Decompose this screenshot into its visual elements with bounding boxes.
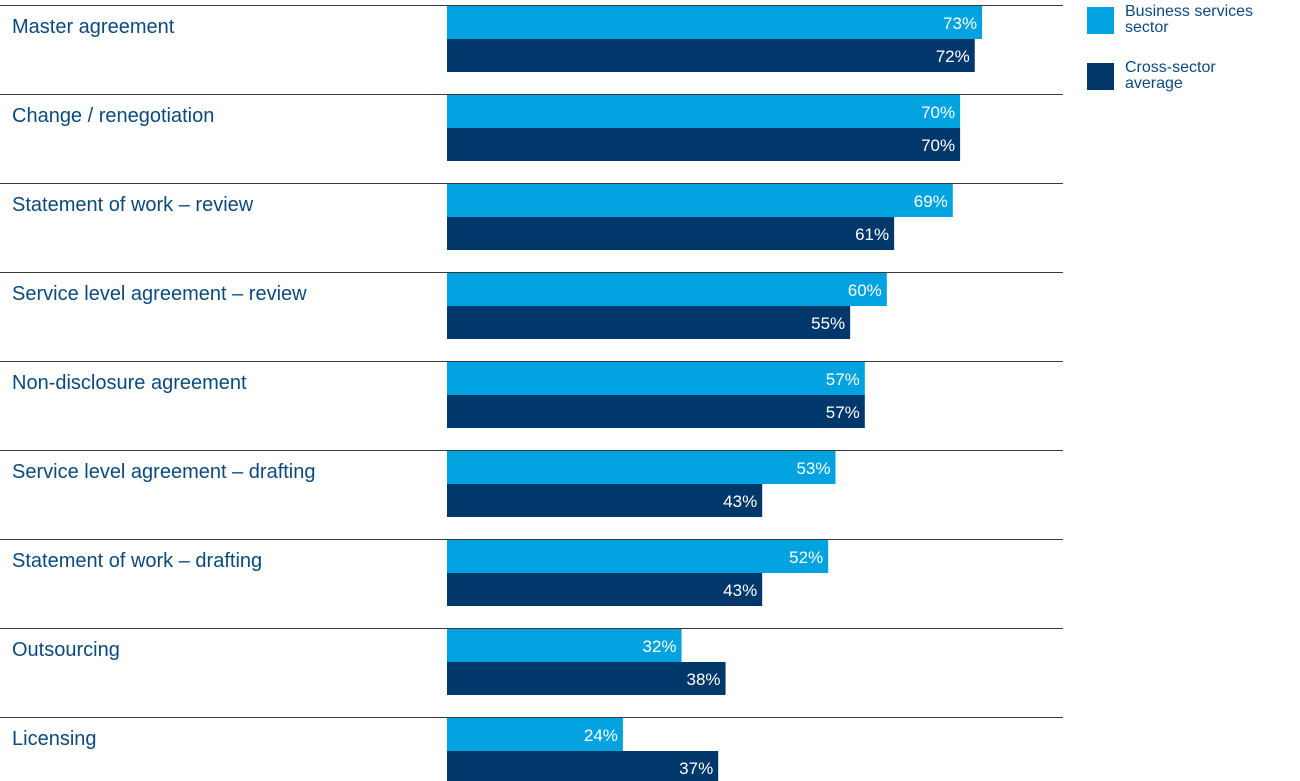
category-label-change-renegotiation: Change / renegotiation [12,105,214,127]
bar-non-disclosure-agreement-business-services [447,362,865,395]
bar-service-level-agreement-review-cross-sector [447,306,850,339]
category-label-service-level-agreement-review: Service level agreement – review [12,283,307,305]
bar-service-level-agreement-review-business-services [447,273,887,306]
value-label-change-renegotiation-cross-sector: 70% [921,136,955,155]
bar-master-agreement-business-services [447,6,982,39]
legend-label-business-services: Business services sector [1125,4,1295,36]
value-label-non-disclosure-agreement-cross-sector: 57% [826,403,860,422]
bar-statement-of-work-review-cross-sector [447,217,894,250]
bar-licensing-cross-sector [447,751,718,781]
legend-label-line: sector [1125,20,1295,36]
legend-swatch-business-services [1087,7,1114,34]
value-label-master-agreement-business-services: 73% [943,14,977,33]
bar-service-level-agreement-drafting-business-services [447,451,835,484]
category-label-non-disclosure-agreement: Non-disclosure agreement [12,372,247,394]
value-label-service-level-agreement-review-cross-sector: 55% [811,314,845,333]
bar-change-renegotiation-business-services [447,95,960,128]
value-label-licensing-business-services: 24% [584,726,618,745]
value-label-service-level-agreement-review-business-services: 60% [848,281,882,300]
value-label-outsourcing-cross-sector: 38% [687,670,721,689]
value-label-service-level-agreement-drafting-cross-sector: 43% [723,492,757,511]
value-label-service-level-agreement-drafting-business-services: 53% [796,459,830,478]
bar-service-level-agreement-drafting-cross-sector [447,484,762,517]
category-label-statement-of-work-review: Statement of work – review [12,194,254,216]
value-label-statement-of-work-review-business-services: 69% [914,192,948,211]
legend-label-line: average [1125,76,1295,92]
value-label-statement-of-work-drafting-business-services: 52% [789,548,823,567]
category-label-licensing: Licensing [12,728,97,750]
bar-statement-of-work-review-business-services [447,184,953,217]
value-label-statement-of-work-drafting-cross-sector: 43% [723,581,757,600]
legend-swatch-cross-sector [1087,63,1114,90]
legend-item-business-services: Business services sector [1087,4,1297,60]
value-label-licensing-cross-sector: 37% [679,759,713,778]
bar-master-agreement-cross-sector [447,39,975,72]
legend-item-cross-sector: Cross-sector average [1087,60,1297,116]
value-label-change-renegotiation-business-services: 70% [921,103,955,122]
bar-statement-of-work-drafting-cross-sector [447,573,762,606]
legend-label-cross-sector: Cross-sector average [1125,60,1295,92]
bar-non-disclosure-agreement-cross-sector [447,395,865,428]
value-label-master-agreement-cross-sector: 72% [936,47,970,66]
category-label-outsourcing: Outsourcing [12,639,120,661]
category-label-master-agreement: Master agreement [12,16,175,38]
value-label-outsourcing-business-services: 32% [643,637,677,656]
category-label-statement-of-work-drafting: Statement of work – drafting [12,550,262,572]
bar-outsourcing-cross-sector [447,662,726,695]
bar-statement-of-work-drafting-business-services [447,540,828,573]
value-label-statement-of-work-review-cross-sector: 61% [855,225,889,244]
legend: Business services sector Cross-sector av… [1087,4,1297,116]
value-label-non-disclosure-agreement-business-services: 57% [826,370,860,389]
bar-change-renegotiation-cross-sector [447,128,960,161]
legend-label-line: Business services [1125,4,1295,20]
legend-label-line: Cross-sector [1125,60,1295,76]
category-label-service-level-agreement-drafting: Service level agreement – drafting [12,461,316,483]
